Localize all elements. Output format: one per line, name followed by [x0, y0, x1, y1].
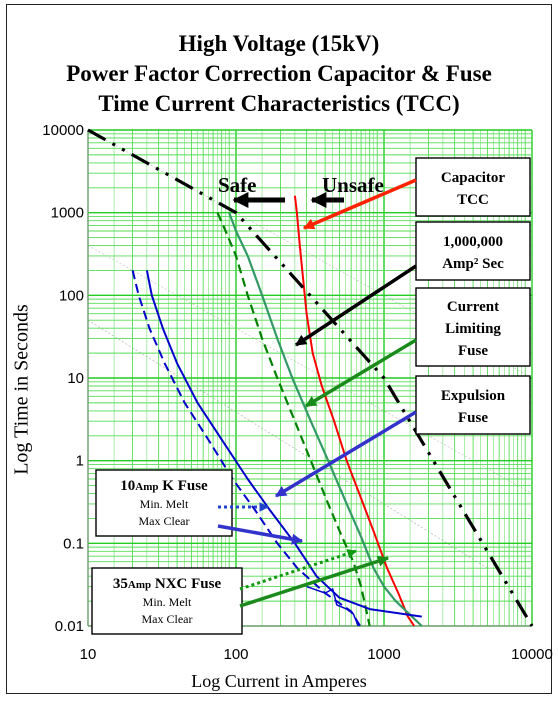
k-fuse-label-title: 10Amp K Fuse [120, 478, 208, 494]
y-tick-label: 10000 [42, 122, 84, 139]
capacitor-arrow [302, 178, 417, 230]
fuse-name: NXC Fuse [151, 576, 221, 592]
nxc-fuse-label-title: 35Amp NXC Fuse [113, 576, 222, 592]
x-tick-label: 100 [223, 646, 248, 663]
nxc-min-arrow [239, 549, 357, 591]
clf-label-text: Fuse [458, 343, 488, 359]
series-clf_max-line [228, 212, 423, 627]
fuse-unit: Amp [128, 579, 151, 591]
chart-title-line-3: Time Current Characteristics (TCC) [98, 91, 460, 116]
nxc-max-arrow [239, 555, 390, 608]
nxc-fuse-label-box [91, 567, 243, 635]
fuse-unit: Amp [135, 481, 158, 493]
series-clf_min-line [216, 212, 371, 627]
chart-title-line-2: Power Factor Correction Capacitor & Fuse [66, 61, 492, 86]
x-tick-label: 10000 [511, 646, 553, 663]
capacitor-label-text: TCC [457, 192, 489, 208]
expulsion-label-text: Expulsion [441, 388, 506, 404]
y-tick-label: 1000 [51, 205, 84, 222]
amp2sec-label-text: Amp² Sec [442, 256, 504, 272]
clf-label-box [415, 287, 531, 367]
expulsion-arrow [275, 410, 417, 498]
series-amp2sec-line [87, 128, 534, 627]
capacitor-label-box [415, 157, 531, 217]
expulsion-label-box [415, 375, 531, 435]
safe-label: Safe [218, 173, 257, 197]
x-axis-title: Log Current in Amperes [191, 671, 367, 691]
y-tick-label: 1 [76, 453, 84, 470]
amp2sec-arrow [295, 264, 417, 347]
k-fuse-label-line: Max Clear [139, 514, 190, 528]
expulsion-label-text: Fuse [458, 410, 488, 426]
k-fuse-label-line: Min. Melt [140, 497, 189, 511]
fuse-rating: 35 [113, 576, 128, 592]
y-tick-label: 0.1 [63, 535, 84, 552]
amp2sec-label-text: 1,000,000 [443, 234, 503, 250]
x-tick-label: 10 [80, 646, 97, 663]
series-k_max-line [145, 270, 422, 618]
y-tick-label: 0.01 [55, 618, 84, 635]
capacitor-label-text: Capacitor [441, 170, 505, 186]
y-tick-label: 10 [67, 370, 84, 387]
chart-title-line-1: High Voltage (15kV) [178, 31, 380, 56]
amp2sec-label-box [415, 221, 531, 281]
clf-label-text: Limiting [445, 321, 501, 337]
reference-diagonal [87, 129, 533, 379]
y-axis-title: Log Time in Seconds [10, 304, 33, 475]
clf-label-text: Current [447, 299, 499, 315]
fuse-rating: 10 [120, 478, 135, 494]
x-tick-label: 1000 [367, 646, 400, 663]
fuse-name: K Fuse [159, 478, 209, 494]
nxc-fuse-label-line: Max Clear [142, 612, 193, 626]
series-k_fuzzy-line [306, 585, 359, 627]
unsafe-label: Unsafe [322, 173, 384, 197]
nxc-fuse-label-line: Min. Melt [143, 595, 192, 609]
clf-arrow [305, 338, 417, 408]
k-fuse-label-box [95, 469, 233, 537]
k-fuse-max-arrow [217, 524, 304, 545]
series-capacitor-line [293, 195, 416, 627]
y-tick-label: 100 [59, 287, 84, 304]
reference-diagonal [87, 245, 533, 494]
